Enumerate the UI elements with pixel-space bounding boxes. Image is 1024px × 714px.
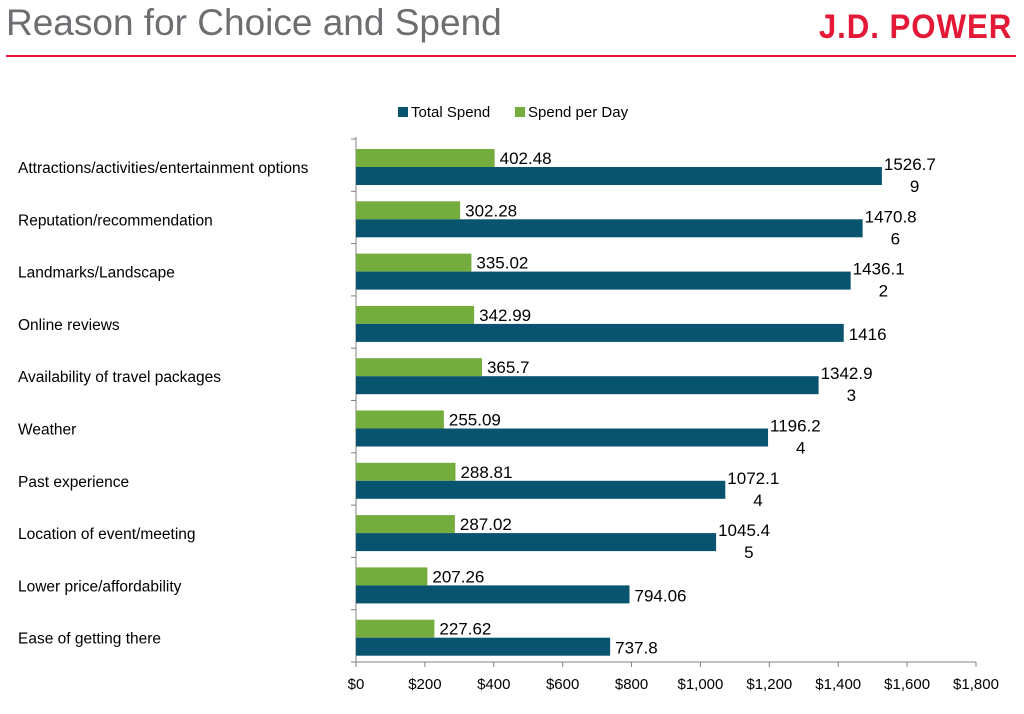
data-label-spend-per-day: 287.02 [460, 515, 512, 534]
bar-total-spend [356, 585, 630, 604]
data-label-spend-per-day: 302.28 [465, 201, 517, 220]
data-label-total-spend: 1342.9 [821, 364, 873, 383]
bar-total-spend [356, 480, 726, 499]
x-tick-label: $800 [615, 676, 648, 693]
bar-total-spend [356, 219, 863, 238]
bar-total-spend [356, 637, 611, 656]
x-tick-label: $0 [348, 676, 365, 693]
bar-total-spend [356, 167, 882, 185]
bar-spend-per-day [356, 462, 456, 481]
category-label: Location of event/meeting [18, 526, 196, 543]
data-label-total-spend-cont: 9 [910, 177, 919, 196]
data-label-total-spend: 1416 [849, 325, 887, 344]
bar-spend-per-day [356, 201, 461, 220]
page-title: Reason for Choice and Spend [6, 2, 502, 43]
legend-swatch-total-spend [398, 107, 408, 117]
category-label: Reputation/recommendation [18, 212, 213, 229]
legend-label-total-spend: Total Spend [411, 104, 490, 121]
category-label: Weather [18, 422, 76, 439]
data-label-total-spend: 737.8 [615, 639, 658, 658]
bar-total-spend [356, 533, 717, 552]
x-tick-label: $1,000 [677, 676, 723, 693]
bar-spend-per-day [356, 410, 444, 429]
category-label: Attractions/activities/entertainment opt… [18, 160, 309, 177]
legend-label-spend-per-day: Spend per Day [528, 104, 629, 121]
data-label-spend-per-day: 255.09 [449, 411, 501, 430]
data-label-total-spend-cont: 6 [891, 229, 900, 248]
data-label-total-spend-cont: 2 [879, 282, 888, 301]
bar-total-spend [356, 428, 769, 447]
category-label: Ease of getting there [18, 631, 161, 648]
bar-spend-per-day [356, 253, 472, 272]
category-label: Landmarks/Landscape [18, 265, 175, 282]
data-label-spend-per-day: 402.48 [500, 149, 552, 168]
bar-spend-per-day [356, 358, 482, 377]
data-label-total-spend-cont: 4 [753, 491, 762, 510]
data-label-spend-per-day: 365.7 [487, 358, 530, 377]
bar-total-spend [356, 323, 844, 342]
data-label-total-spend: 1526.7 [884, 155, 936, 174]
category-label: Past experience [18, 474, 129, 491]
data-label-total-spend: 1436.1 [853, 260, 905, 279]
data-label-spend-per-day: 288.81 [460, 463, 512, 482]
data-label-total-spend: 1470.8 [865, 207, 917, 226]
data-label-total-spend: 1045.4 [718, 521, 770, 540]
bar-spend-per-day [356, 149, 495, 167]
category-label: Lower price/affordability [18, 578, 182, 595]
title-divider [6, 55, 1016, 57]
bar-total-spend [356, 376, 819, 395]
x-tick-label: $1,200 [746, 676, 792, 693]
x-tick-label: $1,800 [953, 676, 999, 693]
category-label: Availability of travel packages [18, 369, 221, 386]
data-label-spend-per-day: 227.62 [439, 620, 491, 639]
data-label-total-spend-cont: 5 [744, 543, 753, 562]
bar-spend-per-day [356, 619, 435, 638]
category-label: Online reviews [18, 317, 120, 334]
data-label-total-spend: 794.06 [635, 586, 687, 605]
data-label-total-spend-cont: 4 [796, 439, 805, 458]
bar-spend-per-day [356, 567, 428, 586]
data-label-total-spend: 1072.1 [727, 469, 779, 488]
data-label-spend-per-day: 335.02 [476, 254, 528, 273]
x-tick-label: $1,400 [815, 676, 861, 693]
x-tick-label: $1,600 [884, 676, 930, 693]
x-tick-label: $600 [546, 676, 579, 693]
bar-total-spend [356, 271, 851, 290]
legend-swatch-spend-per-day [515, 107, 525, 117]
bar-spend-per-day [356, 515, 455, 534]
data-label-spend-per-day: 207.26 [432, 567, 484, 586]
data-label-spend-per-day: 342.99 [479, 306, 531, 325]
data-label-total-spend: 1196.2 [770, 417, 821, 436]
data-label-total-spend-cont: 3 [847, 386, 856, 405]
jd-power-logo: J.D. POWER [818, 8, 1012, 46]
bar-spend-per-day [356, 305, 475, 324]
x-tick-label: $200 [408, 676, 441, 693]
x-tick-label: $400 [477, 676, 510, 693]
